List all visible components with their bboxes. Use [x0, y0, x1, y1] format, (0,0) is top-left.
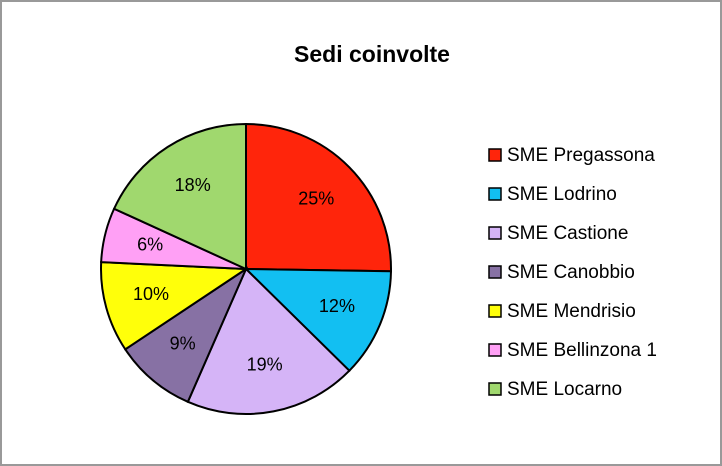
legend-swatch: [488, 187, 502, 201]
pie-slice: [245, 122, 392, 273]
slice-label: 10%: [133, 284, 169, 304]
legend-label: SME Mendrisio: [507, 301, 636, 322]
pie-slice: [100, 261, 250, 351]
legend-label: SME Castione: [507, 223, 628, 244]
legend-swatch: [488, 265, 502, 279]
legend-swatch: [488, 226, 502, 240]
legend-label: SME Bellinzona 1: [507, 340, 657, 361]
pie-slice: [186, 267, 351, 415]
legend-label: SME Locarno: [507, 379, 622, 400]
chart-title: Sedi coinvolte: [294, 41, 450, 67]
pie-slice: [243, 267, 392, 373]
pie-slice: [123, 266, 249, 404]
legend-swatch: [488, 148, 502, 162]
slice-label: 6%: [137, 235, 163, 255]
slice-label: 19%: [247, 355, 283, 375]
legend-label: SME Lodrino: [507, 184, 617, 205]
legend-swatch: [488, 382, 502, 396]
slice-label: 9%: [170, 333, 196, 353]
slice-label: 25%: [298, 189, 334, 209]
legend-swatch: [488, 343, 502, 357]
legend-swatch: [488, 304, 502, 318]
slice-label: 18%: [175, 175, 211, 195]
legend-label: SME Canobbio: [507, 262, 635, 283]
pie-slice: [112, 122, 247, 271]
legend-label: SME Pregassona: [507, 145, 655, 166]
slice-label: 12%: [319, 296, 355, 316]
